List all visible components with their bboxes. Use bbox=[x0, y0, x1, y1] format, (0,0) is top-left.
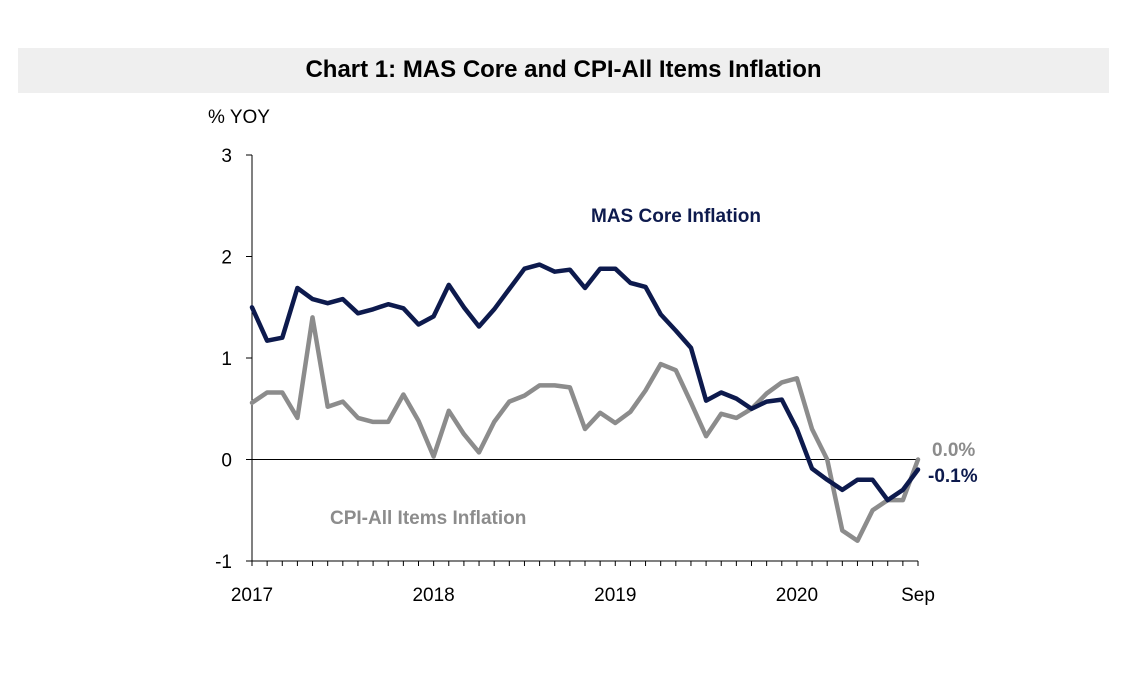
y-tick-label: 2 bbox=[221, 248, 232, 269]
cpi-end-value-label: 0.0% bbox=[932, 440, 975, 461]
x-tick-label: 2020 bbox=[776, 585, 818, 606]
y-tick-label: 3 bbox=[221, 146, 232, 167]
mas-core-inflation-label: MAS Core Inflation bbox=[591, 206, 761, 227]
y-axis: 3 2 1 0 -1 bbox=[215, 146, 253, 573]
x-tick-label: 2019 bbox=[594, 585, 636, 606]
cpi-all-items-inflation-line bbox=[249, 315, 921, 543]
series-lines bbox=[249, 262, 921, 543]
cpi-all-items-inflation-label: CPI-All Items Inflation bbox=[330, 508, 526, 529]
x-tick-label: 2017 bbox=[231, 585, 273, 606]
x-tick-label: 2018 bbox=[412, 585, 454, 606]
chart-title-bar: Chart 1: MAS Core and CPI-All Items Infl… bbox=[18, 48, 1109, 93]
x-tick-label: Sep bbox=[901, 585, 935, 606]
y-tick-label: -1 bbox=[215, 552, 232, 573]
x-axis: 2017 2018 2019 2020 Sep bbox=[231, 459, 935, 606]
y-tick-label: 1 bbox=[221, 349, 232, 370]
core-end-value-label: -0.1% bbox=[928, 466, 978, 487]
chart-title: Chart 1: MAS Core and CPI-All Items Infl… bbox=[305, 56, 822, 83]
mas-core-inflation-line bbox=[249, 262, 921, 503]
series-labels: MAS Core Inflation CPI-All Items Inflatio… bbox=[330, 206, 978, 529]
y-tick-label: 0 bbox=[221, 451, 232, 472]
y-axis-unit-label: % YOY bbox=[208, 107, 270, 128]
